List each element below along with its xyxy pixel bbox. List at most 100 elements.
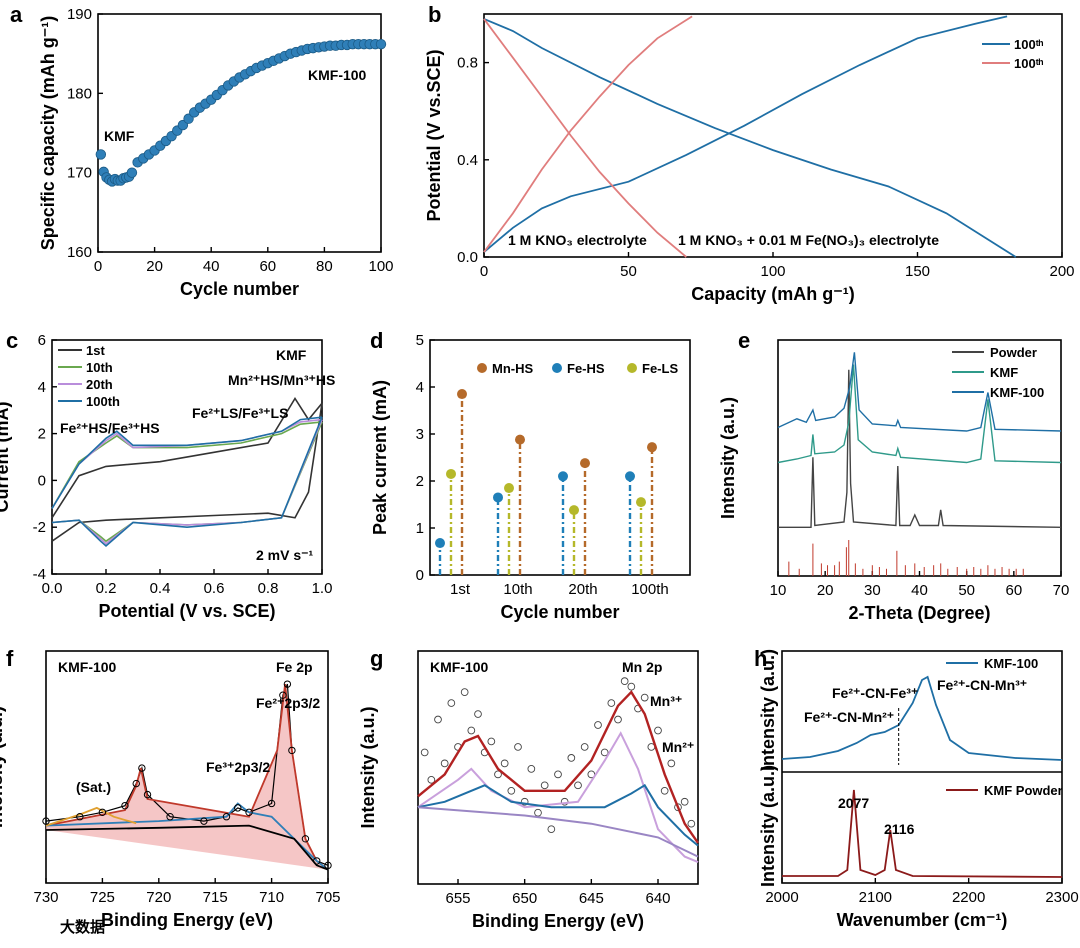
b-legend-label: 100ᵗʰ [1014,37,1044,52]
a-xtick-label: 20 [146,258,163,275]
d-stem-marker-Fe-LS [504,483,514,494]
d-ytick-label: 5 [416,332,424,349]
e-legend-label: KMF [990,365,1018,380]
c-ytick-label: 0 [38,472,46,489]
c-xtick-label: 0.4 [150,580,171,597]
a-annotation-kmf: KMF [104,128,135,144]
g-data-point [547,825,556,834]
g-data-point [507,786,516,795]
b-xtick-label: 0 [480,263,488,280]
f-series-line-1 [45,683,329,871]
g-data-point [600,748,609,757]
g-data-point [460,688,469,696]
a-xtick-label: 60 [259,258,276,275]
b-series-line-1 [483,15,1008,253]
g-data-point [687,819,696,828]
g-annotation-mn2: Mn²⁺ [662,739,694,755]
f-frame [45,650,329,884]
d-ylabel: Peak current (mA) [370,380,390,535]
h-xtick-label: 2300 [1045,889,1078,906]
g-data-point [607,699,616,707]
b-ytick-label: 0.8 [457,55,478,72]
h-peak-label-2077: 2077 [838,795,869,811]
g-data-point [514,743,522,751]
g-data-point [614,715,622,724]
g-data-point [667,759,676,768]
panel-label-a: a [10,2,23,27]
d-ytick-label: 0 [416,567,424,584]
c-xtick-label: 0.6 [204,580,225,597]
h-ylabel-top: Intensity (a.u.) [758,649,778,771]
g-data-point [447,699,456,707]
d-frame [429,339,691,576]
f-xtick-label: 710 [259,889,284,906]
c-legend-label: 100th [86,394,120,409]
panel-label-h: h [754,646,767,671]
d-legend-marker [627,363,637,373]
b-annotation-kno3: 1 M KNO₃ electrolyte [508,232,647,248]
c-annotation-kmf: KMF [276,347,307,363]
c-xtick-label: 1.0 [312,580,333,597]
g-data-point [654,726,662,735]
g-data-point [440,759,449,768]
g-xtick-label: 655 [445,890,470,907]
f-annotation-sat: (Sat.) [76,779,111,795]
b-xtick-label: 100 [760,263,785,280]
f-annotation-core: Fe 2p [276,659,313,675]
c-legend-label: 10th [86,360,113,375]
d-stem-marker-Fe-LS [446,468,456,479]
f-annotation-fe3: Fe³⁺2p3/2 [206,759,270,775]
a-xlabel: Cycle number [180,279,299,299]
c-xtick-label: 0.2 [96,580,117,597]
g-series-line-2 [417,783,699,847]
d-stem-marker-Mn-HS [515,434,525,445]
f-data-point [132,779,140,788]
a-ytick-label: 170 [67,165,92,182]
c-ytick-label: -2 [33,519,46,536]
d-legend-marker [477,363,487,373]
e-xtick-label: 50 [958,582,975,599]
f-data-point [143,790,152,799]
f-annotation-fe2: Fe²⁺2p3/2 [256,695,320,711]
g-frame [417,650,699,885]
d-xtick-label: 100th [631,581,669,598]
f-annotation-sample: KMF-100 [58,659,117,675]
c-series-lower-3 [51,416,323,547]
h-annotation-mn2: Fe²⁺-CN-Mn²⁺ [804,709,894,725]
d-xlabel: Cycle number [500,602,619,622]
g-data-point [574,781,582,790]
a-ytick-label: 190 [67,6,92,23]
b-xtick-label: 150 [905,263,930,280]
d-stem-marker-Fe-HS [558,471,568,482]
d-xtick-label: 20th [568,581,597,598]
g-data-point [474,710,482,718]
c-series-upper-3 [51,416,323,509]
d-stem-marker-Fe-HS [625,471,635,482]
e-xtick-label: 20 [817,582,834,599]
f-data-point [234,804,242,812]
e-xtick-label: 60 [1005,582,1022,599]
a-data-point [95,149,107,160]
g-data-point [620,677,629,686]
f-xtick-label: 705 [315,889,340,906]
f-data-point [121,801,129,810]
f-data-point [138,764,146,772]
a-data-point [126,167,138,178]
g-data-point [627,682,636,691]
d-ytick-label: 2 [416,473,424,490]
c-series-upper-2 [51,418,323,509]
h-annotation-mn3: Fe²⁺-CN-Mn³⁺ [937,677,1027,693]
f-data-point [301,835,310,843]
panel-label-f: f [6,646,14,671]
e-legend-label: Powder [990,345,1037,360]
h-series-line-0 [781,675,1063,761]
e-xtick-label: 30 [864,582,881,599]
panel-label-g: g [370,646,383,671]
d-stem-marker-Fe-HS [493,492,503,503]
a-ylabel: Specific capacity (mAh g⁻¹) [38,16,58,251]
g-data-point [420,748,429,757]
g-data-point [580,743,589,751]
d-stem-marker-Fe-LS [636,497,646,508]
a-xtick-label: 0 [94,258,102,275]
c-legend-label: 20th [86,377,113,392]
